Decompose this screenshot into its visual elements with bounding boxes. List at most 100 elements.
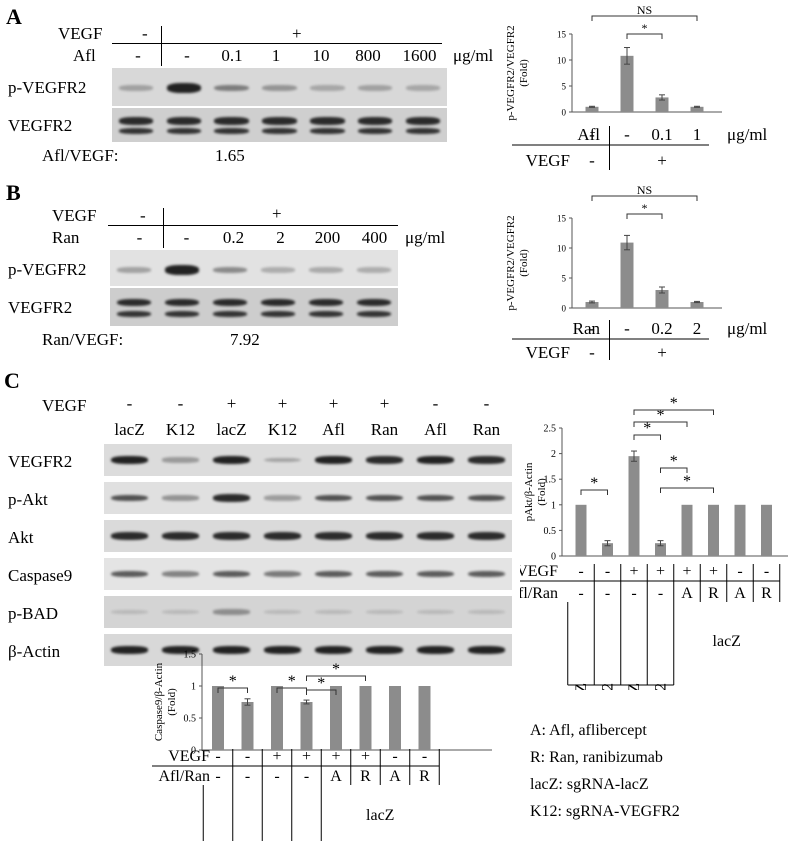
blot-band (356, 298, 392, 307)
blot-band (214, 127, 249, 135)
bar (655, 543, 666, 556)
blot-strip (104, 596, 512, 628)
drug-cells-a: - - 0.1 1 10 800 1600 (112, 46, 447, 66)
blot-band (111, 646, 148, 654)
blot-band (405, 85, 441, 91)
drug-cell: R (360, 768, 371, 785)
blot-band (315, 570, 352, 578)
vegf-cell: - (589, 151, 595, 170)
blot-band (357, 117, 393, 125)
sg-cell: lacZ (216, 420, 247, 439)
blot-band (262, 117, 297, 125)
legend-line: K12: sgRNA-VEGFR2 (530, 803, 680, 820)
y-axis-label: p-VEGFR2/VEGFR2 (505, 215, 517, 310)
y-axis-label: Caspase9/β-Actin (153, 662, 165, 741)
sg-cell: K12 (267, 420, 298, 439)
bar (300, 702, 313, 750)
drug-cell: 800 (355, 46, 381, 65)
significance-mark: * (332, 661, 340, 678)
drug-cell: 0.1 (651, 125, 672, 144)
blot-strip (112, 108, 447, 142)
blot-band (111, 570, 148, 578)
significance-bracket (633, 409, 714, 415)
ratio-value-b: 7.92 (230, 330, 260, 349)
blot-band (468, 456, 505, 464)
blot-band (308, 310, 344, 317)
significance-mark: * (657, 407, 665, 424)
vegf-divider-a (161, 26, 162, 66)
abbreviation-legend: A: Afl, aflibercept R: Ran, ranibizumab … (530, 722, 790, 821)
blot-band (162, 532, 199, 540)
y-tick-label: 0 (562, 108, 567, 118)
blot-band (264, 457, 301, 463)
blot-strip (104, 482, 512, 514)
blot-band (310, 85, 345, 91)
y-axis-label: (Fold) (166, 688, 178, 716)
unit-label: μg/ml (727, 125, 768, 144)
bar (655, 97, 669, 112)
blot-band (166, 127, 201, 135)
significance-mark: * (590, 475, 598, 492)
unit-a: μg/ml (453, 46, 494, 65)
blot-band (310, 127, 345, 135)
blot-band (357, 85, 393, 91)
vegf-underline-a (112, 43, 442, 44)
blot-band (162, 646, 199, 654)
blot-band (118, 117, 154, 125)
blot-band (212, 310, 248, 317)
drug-cell: - (304, 768, 309, 785)
blot-band (260, 267, 296, 273)
blot-band (315, 609, 352, 615)
y-tick-label: 1.5 (544, 475, 557, 486)
blot-band (417, 456, 454, 464)
significance-mark: NS (637, 183, 652, 197)
drug-cell: - (589, 319, 595, 338)
significance-bracket (626, 213, 663, 219)
blot-band (417, 609, 454, 615)
blot-band (111, 609, 148, 615)
blot-band (357, 127, 393, 135)
vegf-cell: - (177, 394, 184, 413)
blot-band (468, 494, 505, 502)
bar (585, 302, 599, 308)
y-tick-label: 0 (551, 552, 556, 563)
vegf-cell-b-1: + (272, 204, 282, 223)
vegf-cell: - (432, 394, 439, 413)
vegf-cell: + (379, 394, 390, 413)
blot-band (417, 646, 454, 654)
drug-cell: 0.1 (221, 46, 243, 65)
vegf-cell: + (657, 343, 667, 360)
blot-band (166, 83, 201, 93)
blot-strips-c (104, 444, 512, 674)
vegf-cell: - (737, 563, 742, 580)
blot-band (262, 85, 297, 91)
significance-mark: * (670, 453, 678, 470)
vegf-cell: + (277, 394, 288, 413)
vegf-cell: + (226, 394, 237, 413)
significance-mark: * (683, 473, 691, 490)
vegf-cell: + (361, 748, 370, 765)
blot-band (315, 494, 352, 502)
blot-band (111, 532, 148, 540)
blot-band (162, 609, 199, 615)
drug-cell: 1 (271, 46, 281, 65)
blot-band (213, 455, 250, 465)
vegf-cell: + (331, 748, 340, 765)
blot-band (116, 267, 152, 273)
legend-line: R: Ran, ranibizumab (530, 749, 663, 766)
drug-row-label: Afl/Ran (158, 768, 210, 785)
blot-band (310, 117, 345, 125)
y-axis-label: (Fold) (518, 249, 530, 277)
blot-band (162, 571, 199, 577)
drug-cell: - (245, 768, 250, 785)
blot-band (116, 310, 152, 317)
significance-mark: * (642, 201, 648, 215)
vegf-cell-a-0: - (142, 24, 148, 43)
blot-label: β-Actin (8, 642, 61, 661)
drug-cell: - (184, 46, 190, 65)
bar (681, 504, 693, 556)
blot-band (116, 298, 152, 307)
drug-cell: 1600 (402, 46, 437, 65)
vegf-cell: + (656, 563, 665, 580)
